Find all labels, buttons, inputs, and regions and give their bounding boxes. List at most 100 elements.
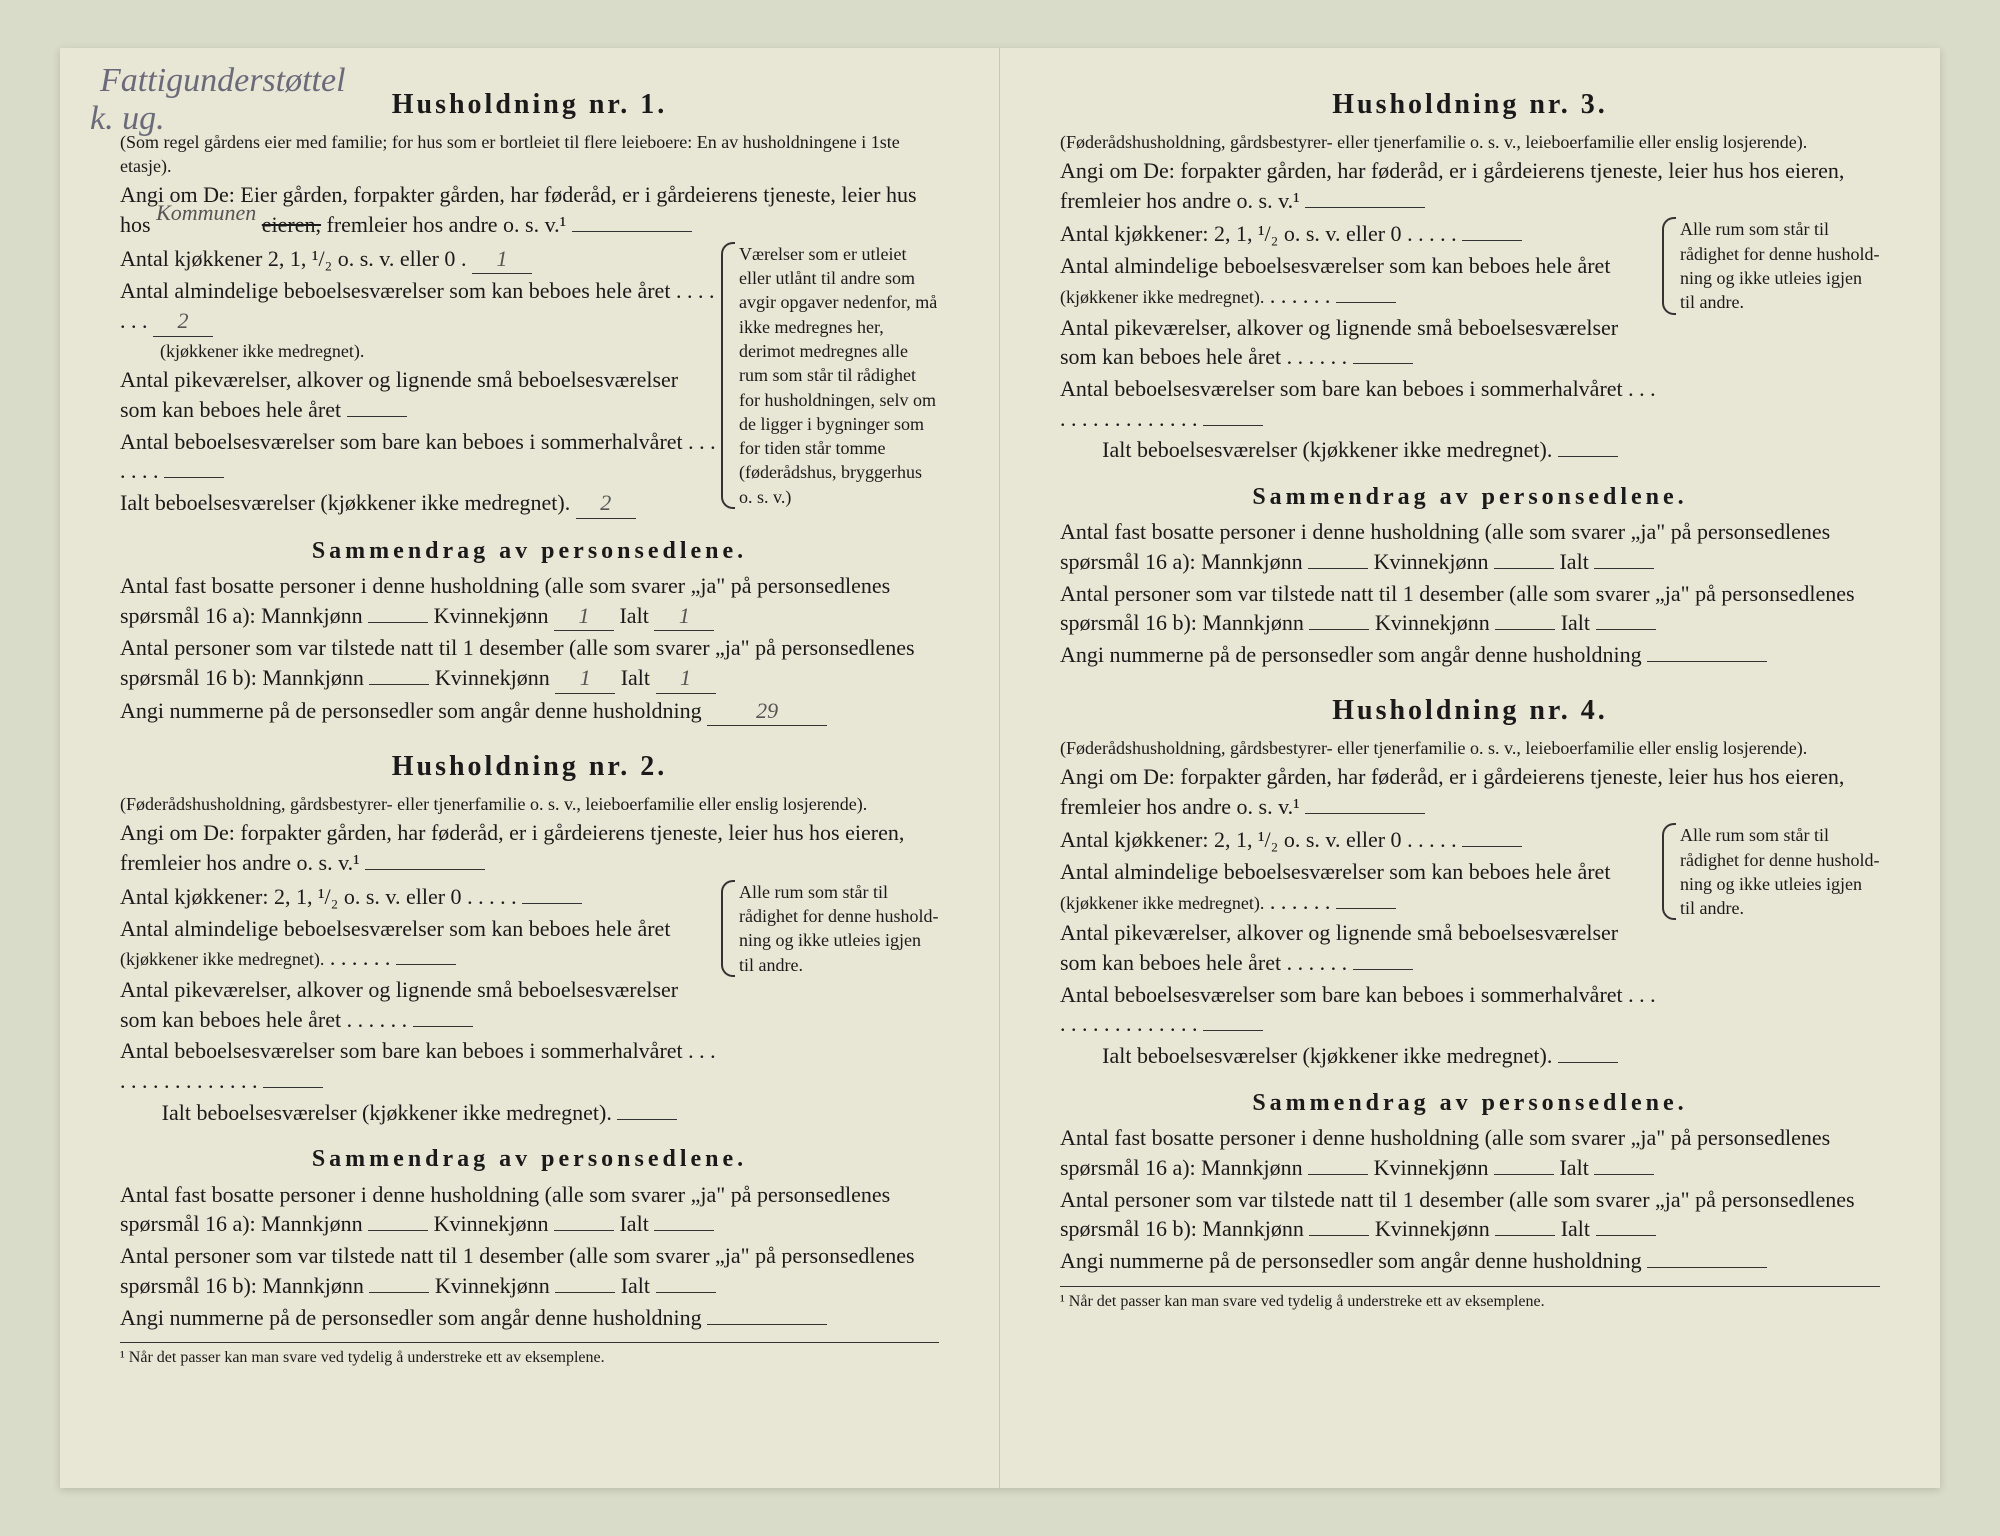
h2-s16b-ialt (656, 1292, 716, 1293)
h1-total: Ialt beboelsesværelser (kjøkkener ikke m… (120, 490, 570, 515)
h1-rooms-year-val: 2 (153, 306, 213, 337)
h1-kitchens: Antal kjøkkener 2, 1, ¹/₂ o. s. v. eller… (120, 246, 455, 271)
h1-angi-blank (572, 231, 692, 232)
h1-rooms-year-note: (kjøkkener ikke medregnet). (160, 339, 719, 363)
h2-kitchens-val (522, 903, 582, 904)
h3-s16a-ialt (1594, 568, 1654, 569)
h1-s16a: Antal fast bosatte personer i denne hush… (120, 571, 939, 631)
h4-angi-text: Angi om De: forpakter gården, har føderå… (1060, 764, 1844, 819)
h2-summary-title: Sammendrag av personsedlene. (120, 1143, 939, 1175)
h4-angi: Angi om De: forpakter gården, har føderå… (1060, 762, 1880, 821)
h4-total: Ialt beboelsesværelser (kjøkkener ikke m… (1102, 1043, 1552, 1068)
h3-kitchens-val (1462, 240, 1522, 241)
h4-title: Husholdning nr. 4. (1060, 692, 1880, 730)
h4-rooms-block: Antal kjøkkener: 2, 1, ¹/₂ o. s. v. elle… (1060, 823, 1880, 1073)
h2-s16b-kv-label: Kvinnekjønn (435, 1273, 550, 1298)
h2-summer: Antal beboelsesværelser som bare kan beb… (120, 1038, 683, 1063)
h3-angi-text: Angi om De: forpakter gården, har føderå… (1060, 158, 1844, 213)
h2-s16a-m (368, 1230, 428, 1231)
h4-summer: Antal beboelsesværelser som bare kan beb… (1060, 982, 1623, 1007)
handwriting-side: k. ug. (90, 96, 165, 142)
h1-s16a-kv: 1 (554, 601, 614, 632)
h3-s16b-kv-label: Kvinnekjønn (1375, 610, 1490, 635)
h4-s16b-ialt (1596, 1235, 1656, 1236)
h3-s16b-ialt (1596, 629, 1656, 630)
h3-nummerne-val (1647, 661, 1767, 662)
h4-s16a-ialt-label: Ialt (1559, 1155, 1588, 1180)
h4-s16a-kv (1494, 1174, 1554, 1175)
h2-bracket: Alle rum som står til rådighet for denne… (729, 880, 939, 977)
h3-intro: (Føderådshusholdning, gårdsbestyrer- ell… (1060, 130, 1880, 154)
h1-s16b: Antal personer som var tilstede natt til… (120, 633, 939, 693)
left-page: Fattigunderstøttel k. ug. Husholdning nr… (60, 48, 1000, 1488)
h3-s16b: Antal personer som var tilstede natt til… (1060, 579, 1880, 638)
h2-kitchens: Antal kjøkkener: 2, 1, ¹/₂ o. s. v. elle… (120, 884, 462, 909)
h4-s16b-kv-label: Kvinnekjønn (1375, 1216, 1490, 1241)
h2-rooms-block: Antal kjøkkener: 2, 1, ¹/₂ o. s. v. elle… (120, 880, 939, 1130)
h4-s16a-kv-label: Kvinnekjønn (1374, 1155, 1489, 1180)
h1-total-val: 2 (576, 488, 636, 519)
h1-maidrooms-val (347, 416, 407, 417)
right-page: Husholdning nr. 3. (Føderådshusholdning,… (1000, 48, 1940, 1488)
h1-maidrooms: Antal pikeværelser, alkover og lignende … (120, 367, 678, 422)
h2-s16b-kv (555, 1292, 615, 1293)
h2-title: Husholdning nr. 2. (120, 748, 939, 786)
h3-rooms-block: Antal kjøkkener: 2, 1, ¹/₂ o. s. v. elle… (1060, 217, 1880, 467)
h4-kitchens-val (1462, 846, 1522, 847)
h2-angi-blank (365, 869, 485, 870)
h2-s16a-kv-label: Kvinnekjønn (434, 1211, 549, 1236)
h4-angi-blank (1305, 813, 1425, 814)
h1-summer-val (164, 477, 224, 478)
h1-s16b-m (369, 684, 429, 685)
h3-total: Ialt beboelsesværelser (kjøkkener ikke m… (1102, 437, 1552, 462)
h2-total: Ialt beboelsesværelser (kjøkkener ikke m… (162, 1100, 612, 1125)
h2-angi-text: Angi om De: forpakter gården, har føderå… (120, 820, 904, 875)
h3-summer-val (1203, 425, 1263, 426)
h3-s16b-m (1309, 629, 1369, 630)
h1-s16a-ialt-label: Ialt (619, 603, 648, 628)
h3-s16b-ialt-label: Ialt (1561, 610, 1590, 635)
h4-rooms-year-val (1336, 908, 1396, 909)
h3-s16a-kv (1494, 568, 1554, 569)
h3-maidrooms: Antal pikeværelser, alkover og lignende … (1060, 315, 1618, 370)
h4-bracket: Alle rum som står til rådighet for denne… (1670, 823, 1880, 920)
footnote-right: ¹ Når det passer kan man svare ved tydel… (1060, 1286, 1880, 1313)
h3-summary-title: Sammendrag av personsedlene. (1060, 481, 1880, 513)
h1-angi-struck: eieren, (262, 212, 321, 237)
h2-angi: Angi om De: forpakter gården, har føderå… (120, 818, 939, 877)
h1-bracket: Værelser som er utleiet eller utlånt til… (729, 242, 939, 509)
h4-s16b-kv (1495, 1235, 1555, 1236)
h3-angi-blank (1305, 207, 1425, 208)
h3-title: Husholdning nr. 3. (1060, 86, 1880, 124)
h4-nummerne-val (1647, 1267, 1767, 1268)
h4-s16b-m (1309, 1235, 1369, 1236)
h4-summary-title: Sammendrag av personsedlene. (1060, 1087, 1880, 1119)
h4-s16b: Antal personer som var tilstede natt til… (1060, 1185, 1880, 1244)
h4-nummerne: Angi nummerne på de personsedler som ang… (1060, 1248, 1642, 1273)
h2-s16b-m (369, 1292, 429, 1293)
h2-intro: (Føderådshusholdning, gårdsbestyrer- ell… (120, 792, 939, 816)
h1-s16a-kv-label: Kvinnekjønn (434, 603, 549, 628)
h3-s16a: Antal fast bosatte personer i denne hush… (1060, 517, 1880, 576)
h3-rooms-year-note: (kjøkkener ikke medregnet). (1060, 287, 1264, 307)
h3-total-val (1558, 456, 1618, 457)
h1-s16a-ialt: 1 (654, 601, 714, 632)
h1-s16a-m (368, 622, 428, 623)
h1-s16b-ialt: 1 (656, 663, 716, 694)
h3-s16a-m (1308, 568, 1368, 569)
h3-nummerne: Angi nummerne på de personsedler som ang… (1060, 642, 1642, 667)
h4-intro: (Føderådshusholdning, gårdsbestyrer- ell… (1060, 736, 1880, 760)
h3-angi: Angi om De: forpakter gården, har føderå… (1060, 156, 1880, 215)
h2-maidrooms-val (413, 1026, 473, 1027)
h2-s16a: Antal fast bosatte personer i denne hush… (120, 1180, 939, 1239)
h3-rooms-year-val (1336, 302, 1396, 303)
h4-s16b-ialt-label: Ialt (1561, 1216, 1590, 1241)
h1-s16b-kv-label: Kvinnekjønn (435, 665, 550, 690)
h4-kitchens: Antal kjøkkener: 2, 1, ¹/₂ o. s. v. elle… (1060, 827, 1402, 852)
h1-rooms-block: Antal kjøkkener 2, 1, ¹/₂ o. s. v. eller… (120, 242, 939, 521)
h2-total-val (617, 1119, 677, 1120)
h2-s16a-ialt-label: Ialt (619, 1211, 648, 1236)
h2-s16a-kv (554, 1230, 614, 1231)
h1-s16b-ialt-label: Ialt (621, 665, 650, 690)
h2-nummerne-row: Angi nummerne på de personsedler som ang… (120, 1303, 939, 1333)
